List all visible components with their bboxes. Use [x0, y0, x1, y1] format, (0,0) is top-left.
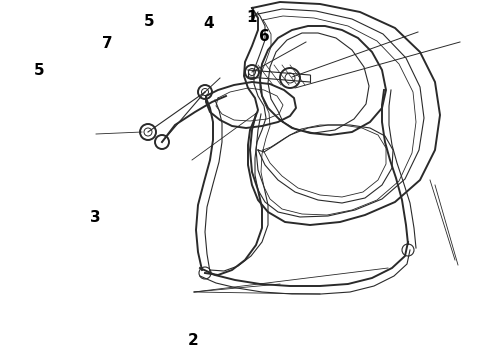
Text: 5: 5 [144, 14, 155, 29]
Text: 5: 5 [34, 63, 45, 78]
Text: 4: 4 [203, 16, 214, 31]
Text: 7: 7 [102, 36, 113, 51]
Text: 2: 2 [188, 333, 199, 348]
Text: 3: 3 [90, 210, 101, 225]
Text: 1: 1 [246, 10, 257, 25]
Text: 6: 6 [259, 28, 270, 44]
